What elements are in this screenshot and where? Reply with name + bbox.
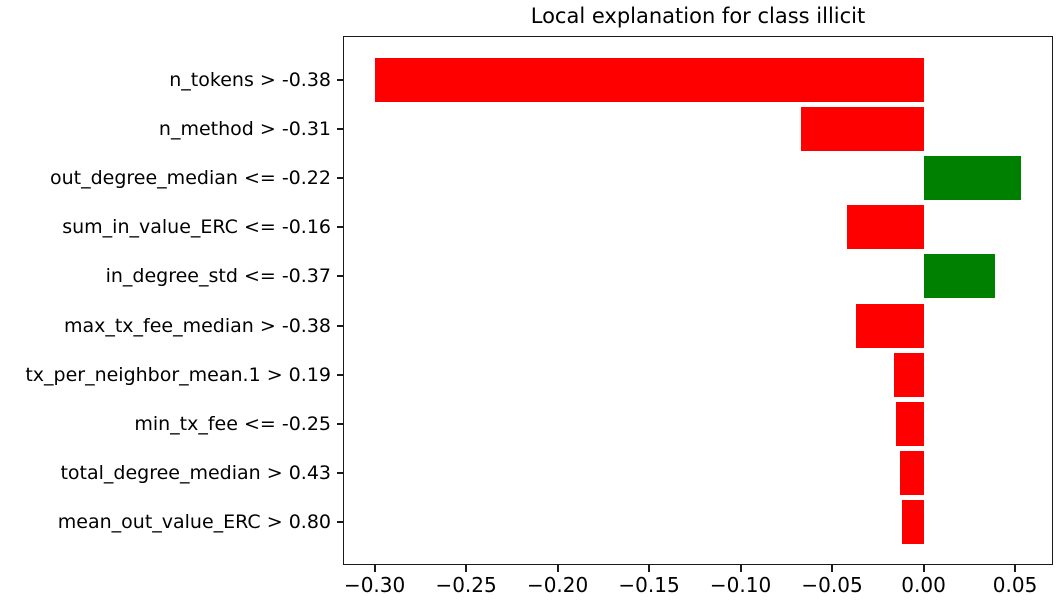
x-tick-label: −0.05 (801, 573, 863, 597)
bar-1 (800, 107, 924, 152)
y-tick-label: total_degree_median > 0.43 (60, 461, 331, 484)
y-tick-label: in_degree_std <= -0.37 (105, 265, 331, 288)
bar-8 (899, 450, 924, 495)
y-tick-label: mean_out_value_ERC > 0.80 (57, 510, 331, 533)
x-tick-label: −0.20 (526, 573, 589, 597)
y-tick (336, 177, 344, 180)
y-tick-label: max_tx_fee_median > -0.38 (63, 314, 331, 337)
y-tick-label: tx_per_neighbor_mean.1 > 0.19 (25, 363, 331, 386)
bar-7 (896, 401, 924, 446)
y-tick-label: out_degree_median <= -0.22 (49, 167, 331, 190)
y-tick (336, 226, 344, 229)
x-tick-label: 0.00 (901, 573, 946, 597)
y-tick (336, 128, 344, 131)
x-tick (1014, 565, 1017, 572)
x-tick (831, 565, 834, 572)
x-tick-label: 0.05 (992, 573, 1038, 597)
x-tick-label: −0.15 (618, 573, 680, 597)
y-tick (336, 422, 344, 425)
bar-3 (846, 205, 924, 250)
y-tick (336, 324, 344, 327)
y-tick (336, 373, 344, 376)
x-tick-label: −0.30 (343, 573, 406, 597)
plot-area (343, 36, 1053, 565)
y-tick-label: min_tx_fee <= -0.25 (134, 412, 331, 435)
y-tick-label: sum_in_value_ERC <= -0.16 (62, 216, 331, 239)
bar-6 (894, 352, 924, 397)
bar-9 (901, 499, 924, 544)
y-tick-label: n_method > -0.31 (158, 118, 331, 141)
x-tick-label: −0.10 (709, 573, 772, 597)
y-tick-label: n_tokens > -0.38 (169, 69, 331, 91)
bar-4 (923, 254, 995, 299)
x-tick (648, 565, 651, 572)
bar-0 (374, 58, 924, 102)
x-tick (922, 565, 925, 572)
bar-5 (855, 303, 924, 348)
y-tick (336, 471, 344, 474)
y-tick (336, 520, 344, 523)
x-tick-label: −0.25 (435, 573, 497, 597)
x-tick (373, 565, 376, 572)
x-tick (739, 565, 742, 572)
bar-2 (923, 156, 1021, 201)
chart-title: Local explanation for class illicit (530, 4, 866, 28)
y-tick (336, 275, 344, 278)
x-tick (556, 565, 559, 572)
y-tick (336, 79, 344, 81)
x-tick (465, 565, 468, 572)
